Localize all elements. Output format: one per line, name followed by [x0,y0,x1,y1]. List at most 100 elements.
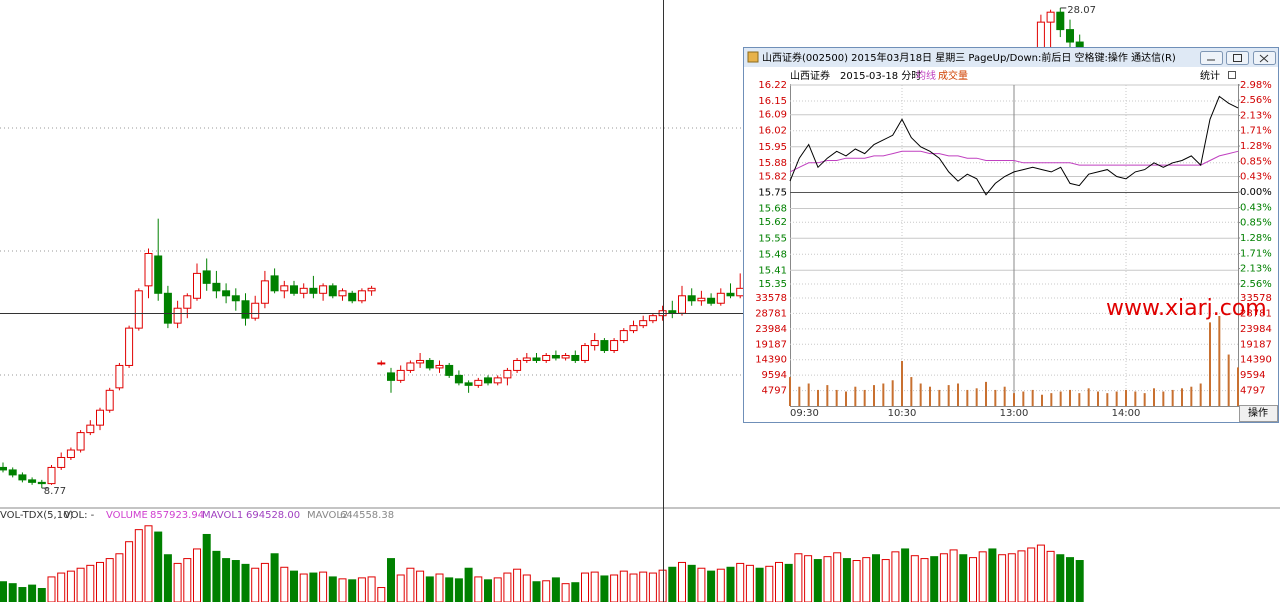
price-tick-label: 15.82 [758,171,787,182]
volume-bar [134,529,143,602]
pct-tick-label: 2.56% [1240,279,1272,290]
volume-bar [571,582,580,602]
price-tick-label: 15.75 [758,188,787,199]
candle-body [231,295,240,302]
volume-bar [1027,547,1036,602]
volume-bar [319,571,328,602]
candle-body [551,354,560,359]
volume-bar [387,558,395,602]
minimize-button[interactable] [1200,51,1223,65]
price-tick-label: 16.09 [758,110,787,121]
candle-body [464,382,473,386]
candle-body [348,292,357,302]
volume-bar [697,567,706,602]
price-tick-label: 15.88 [758,158,787,169]
avg-legend[interactable]: 均线 [916,69,936,82]
volume-bar [348,579,357,602]
time-tick-label: 14:00 [1112,408,1141,419]
price-tick-label: 15.95 [758,142,787,153]
volume-value: 857923.94 [150,510,204,521]
volume-bar [949,549,958,602]
candle-body [222,290,231,297]
maximize-button[interactable] [1226,51,1249,65]
candle-body [328,285,337,297]
candle-body [629,325,638,332]
window-title: 山西证券(002500) 2015年03月18日 星期三 PageUp/Down… [762,51,1176,64]
volume-bar [1036,544,1045,602]
candle-body [144,252,153,287]
pct-tick-label: 0.00% [1240,187,1272,198]
volume-tick-label-right: 4797 [1240,386,1265,397]
candle-body [163,292,172,324]
stats-button[interactable]: 统计 [1200,69,1220,82]
pct-tick-label: 2.56% [1240,95,1272,106]
candle-body [435,364,444,369]
volume-bar [28,584,37,602]
volume-bar [978,551,987,602]
volume-bar [425,576,434,602]
time-tick-label: 13:00 [1000,408,1029,419]
volume-bar [66,570,75,602]
candle-body [125,327,134,366]
candle-body [610,340,619,352]
volume-bar [1056,554,1065,602]
volume-bar [707,570,716,602]
volume-bar [464,567,473,602]
candle-body [260,280,269,304]
volume-bar [716,568,725,602]
volume-bar [561,583,570,602]
candle-body [0,466,7,471]
price-tick-label: 16.15 [758,96,787,107]
indicator-name: VOL-TDX(5,10) [0,510,73,521]
volume-legend[interactable]: 成交量 [938,69,968,82]
candle-body [115,364,124,389]
volume-bar [328,576,337,602]
candle-body [493,377,502,384]
volume-bar [377,587,386,602]
volume-bar [183,558,192,602]
volume-bar [969,557,977,602]
volume-bar [959,554,968,602]
candle-body [309,287,318,294]
candle-body [590,340,599,347]
volume-tick-label-right: 23984 [1240,324,1272,335]
volume-bar [47,576,56,602]
price-tick-label: 15.55 [758,233,787,244]
candle-body [454,374,463,384]
app-icon [747,51,759,63]
action-button[interactable] [1239,405,1278,422]
candle-body [8,469,17,476]
volume-bar [251,567,260,602]
candle-body [736,287,745,297]
candle-body [484,377,492,384]
mavol2-label: MAVOL2 [307,510,348,521]
candle-body [600,340,609,352]
candle-body [678,295,686,314]
volume-bar [231,560,240,602]
volume-bar [474,576,483,602]
volume-bar [891,551,900,602]
time-tick-label: 10:30 [888,408,917,419]
volume-bar [804,555,813,602]
price-line [789,95,1239,196]
volume-bar [1046,550,1055,602]
volume-bar [445,577,454,602]
volume-tick-label-right: 9594 [1240,370,1265,381]
price-tick-label: 15.35 [758,279,787,290]
volume-bar [939,553,948,602]
candle-body [154,255,163,294]
candle-body [18,474,27,481]
volume-bar [76,567,85,602]
price-tick-label: 15.48 [758,249,787,260]
stats-icon [1228,71,1236,79]
candle-body [76,432,85,451]
candle-body [37,481,46,485]
volume-bar [755,567,764,602]
pct-tick-label: 1.71% [1240,248,1272,259]
pct-tick-label: 0.85% [1240,157,1272,168]
volume-bar [406,567,415,602]
volume-bar [687,564,696,602]
volume-bar [745,564,754,602]
action-label: 操作 [1248,406,1268,419]
